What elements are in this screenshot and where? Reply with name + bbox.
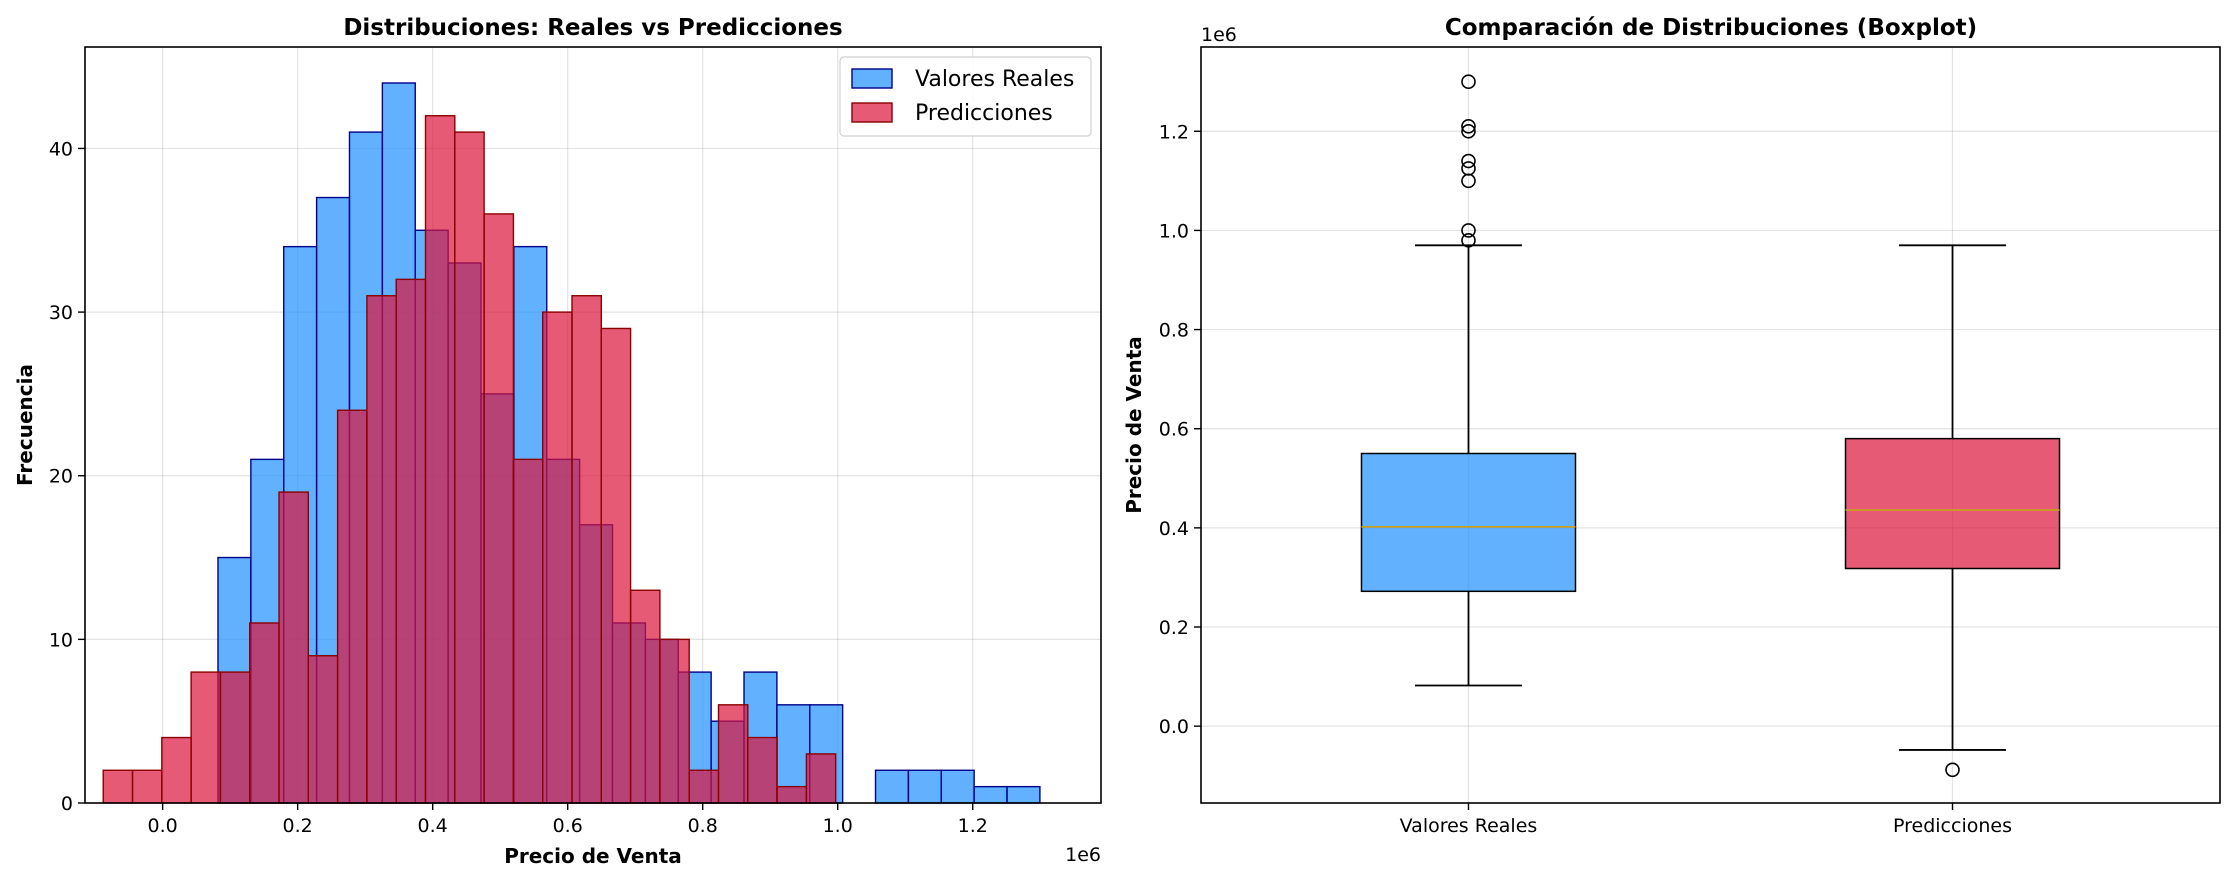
box-outlier-point <box>1461 233 1476 248</box>
histogram-y-tick-label: 20 <box>49 466 73 488</box>
histogram-bar <box>219 671 251 804</box>
box-predicciones <box>1844 244 2061 778</box>
boxplot-y-tick-label: 0.6 <box>1159 419 1189 441</box>
box-iqr <box>1360 452 1577 593</box>
legend-label-predicciones: Predicciones <box>915 101 1053 126</box>
histogram-x-offset-label: 1e6 <box>1065 844 1101 866</box>
box-outlier-point <box>1461 119 1476 134</box>
boxplot-x-tick-label: Predicciones <box>1893 815 2012 837</box>
histogram-x-tick-label: 0.6 <box>553 815 583 837</box>
histogram-bar <box>600 327 632 804</box>
boxplot-y-ticks: 0.0 0.2 0.4 0.6 0.8 1.0 1.2 <box>1159 121 1201 738</box>
histogram-bar <box>131 769 163 804</box>
boxplot-y-axis-label: Precio de Venta <box>1122 336 1146 514</box>
histogram-y-tick-label: 30 <box>49 302 73 324</box>
histogram-x-tick-label: 1.0 <box>823 815 853 837</box>
histogram-x-axis-label: Precio de Venta <box>504 844 682 868</box>
histogram-bar <box>454 131 485 804</box>
histogram-x-ticks: 0.0 0.2 0.4 0.6 0.8 1.0 1.2 <box>148 803 988 837</box>
boxplot-boxes <box>1360 74 2061 778</box>
boxplot-axes-frame <box>1200 46 2221 804</box>
histogram-x-tick-label: 0.4 <box>418 815 448 837</box>
boxplot-y-tick-label: 0.4 <box>1159 518 1189 540</box>
box-outlier-point <box>1461 123 1476 139</box>
legend-frame <box>839 56 1092 137</box>
histogram-bar <box>366 295 397 804</box>
histogram-bar <box>973 785 1008 804</box>
histogram-bar <box>512 458 544 804</box>
box-valores-reales <box>1360 74 1577 687</box>
histogram-bar <box>102 769 134 804</box>
histogram-y-tick-label: 0 <box>61 793 73 815</box>
histogram-bar <box>336 409 368 804</box>
box-outlier-point <box>1461 153 1476 169</box>
histogram-chart: 0.0 0.2 0.4 0.6 0.8 1.0 1.2 0 10 20 30 40 Distribu… <box>13 15 1102 868</box>
boxplot-x-ticks: Valores Reales Predicciones <box>1400 803 2012 837</box>
histogram-bar <box>717 704 749 804</box>
histogram-bar <box>249 622 280 804</box>
histogram-bar <box>571 295 603 804</box>
boxplot-y-tick-label: 0.8 <box>1159 320 1189 342</box>
boxplot-y-tick-label: 1.0 <box>1159 220 1189 242</box>
histogram-bar <box>161 736 192 804</box>
histogram-y-axis-label: Frecuencia <box>13 364 37 486</box>
histogram-bar <box>688 769 720 804</box>
histogram-x-tick-label: 0.8 <box>688 815 718 837</box>
histogram-bar <box>940 769 975 804</box>
histogram-legend: Valores Reales Predicciones <box>839 56 1092 137</box>
histogram-bar <box>1006 785 1041 804</box>
histogram-x-tick-label: 0.2 <box>283 815 313 837</box>
histogram-bar <box>395 278 427 804</box>
box-iqr <box>1844 437 2061 570</box>
box-outlier-point <box>1945 762 1960 778</box>
legend-swatch-valores-reales <box>851 68 893 89</box>
histogram-title: Distribuciones: Reales vs Predicciones <box>343 15 842 41</box>
histogram-bar <box>190 671 222 804</box>
histogram-bar <box>629 589 661 804</box>
histogram-y-tick-label: 40 <box>49 138 73 160</box>
histogram-bar <box>483 213 515 804</box>
boxplot-y-tick-label: 0.2 <box>1159 617 1189 639</box>
histogram-y-ticks: 0 10 20 30 40 <box>49 138 85 815</box>
histogram-bar <box>776 785 808 804</box>
boxplot-x-tick-label: Valores Reales <box>1400 815 1538 837</box>
histogram-bar <box>424 115 456 804</box>
boxplot-y-tick-label: 0.0 <box>1159 716 1189 738</box>
histogram-bar <box>278 491 310 804</box>
box-outlier-point <box>1461 74 1476 90</box>
histogram-bar <box>542 311 573 804</box>
histogram-axes-frame <box>84 46 1102 804</box>
boxplot-y-offset-label: 1e6 <box>1201 24 1237 46</box>
histogram-x-tick-label: 0.0 <box>148 815 178 837</box>
legend-label-valores-reales: Valores Reales <box>915 67 1074 92</box>
histogram-bar <box>907 769 942 804</box>
histogram-y-tick-label: 10 <box>49 629 73 651</box>
box-outlier-point <box>1461 161 1476 176</box>
histogram-x-tick-label: 1.2 <box>958 815 988 837</box>
boxplot-title: Comparación de Distribuciones (Boxplot) <box>1445 15 1977 41</box>
legend-swatch-predicciones <box>851 102 893 123</box>
histogram-bar <box>874 769 910 804</box>
boxplot-y-tick-label: 1.2 <box>1159 121 1189 143</box>
histogram-bar <box>307 655 339 804</box>
box-outlier-point <box>1461 223 1476 238</box>
boxplot-chart: Valores Reales Predicciones 0.00.20.40.60… <box>1122 15 2221 837</box>
histogram-bar <box>659 638 690 804</box>
histogram-bar <box>805 753 837 804</box>
histogram-bar <box>747 736 778 804</box>
